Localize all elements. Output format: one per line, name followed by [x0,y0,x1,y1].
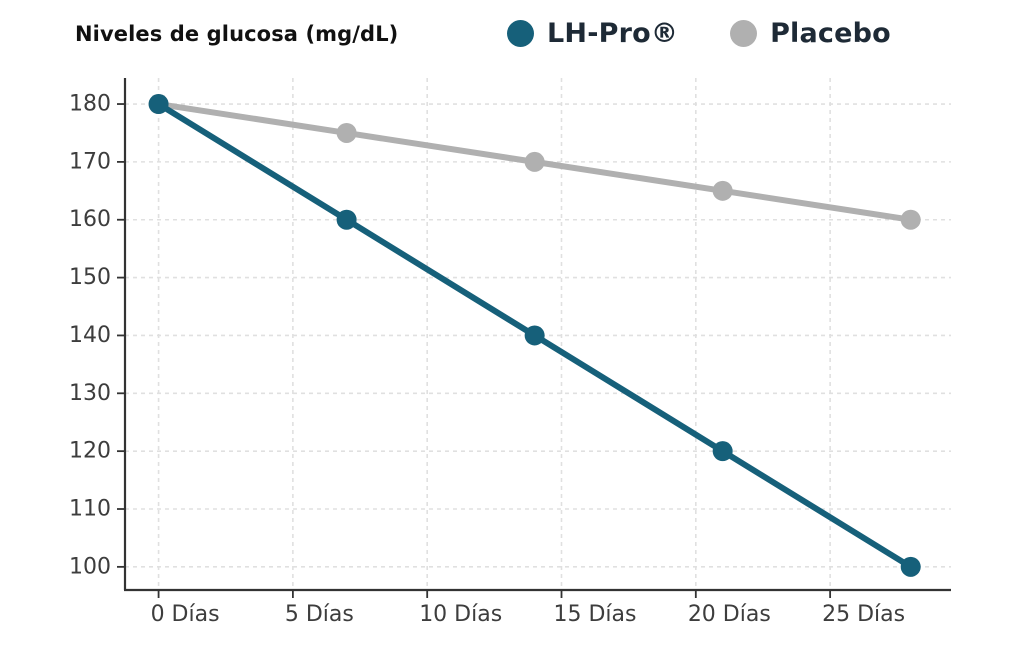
legend-dot-icon [507,20,534,47]
y-tick-label: 120 [69,439,111,464]
x-tick-label: 25 Días [822,602,905,627]
legend-dot-icon [730,20,758,47]
y-tick-label: 130 [69,381,111,406]
legend: LH-Pro® Placebo [507,18,891,49]
data-point-placebo [336,122,357,143]
data-point-lh-pro- [712,441,733,462]
x-tick-label: 10 Días [419,602,502,627]
chart-title: Niveles de glucosa (mg/dL) [75,22,399,46]
y-tick-label: 150 [69,265,111,290]
y-tick-label: 100 [69,554,111,579]
legend-item: LH-Pro® [507,18,678,49]
data-point-lh-pro- [336,209,357,230]
data-point-lh-pro- [524,325,545,346]
data-point-placebo [900,209,921,230]
y-tick-label: 180 [69,92,111,117]
legend-item-label: Placebo [770,18,891,49]
data-point-placebo [712,180,733,201]
y-tick-label: 160 [69,207,111,232]
y-tick-label: 140 [69,323,111,348]
legend-item-label: LH-Pro® [547,18,679,49]
data-point-lh-pro- [900,556,921,577]
x-tick-label: 20 Días [688,602,771,627]
x-tick-label: 15 Días [554,602,637,627]
x-tick-label: 5 Días [285,602,354,627]
x-tick-label: 0 Días [151,602,220,627]
y-tick-label: 110 [69,497,111,522]
legend-item: Placebo [730,18,891,49]
y-tick-label: 170 [69,149,111,174]
data-point-lh-pro- [148,94,169,115]
data-point-placebo [524,151,545,172]
